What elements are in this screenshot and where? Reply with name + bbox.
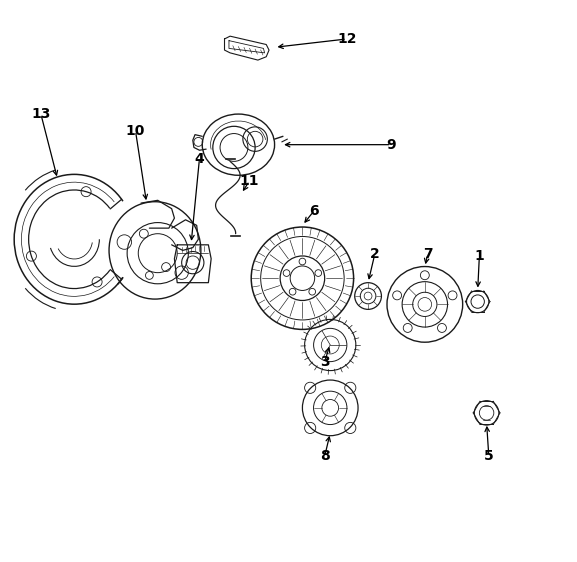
Text: 11: 11 [240,174,259,188]
Text: 6: 6 [309,205,319,219]
Text: 8: 8 [320,449,329,463]
Text: 10: 10 [126,124,145,138]
Text: 13: 13 [31,107,51,121]
Text: 2: 2 [370,247,380,261]
Text: 5: 5 [484,449,494,463]
Text: 9: 9 [387,138,396,152]
Text: 7: 7 [423,247,432,261]
Text: 3: 3 [320,355,329,369]
Text: 12: 12 [337,32,357,46]
Text: 1: 1 [474,249,484,263]
Text: 4: 4 [194,152,204,166]
